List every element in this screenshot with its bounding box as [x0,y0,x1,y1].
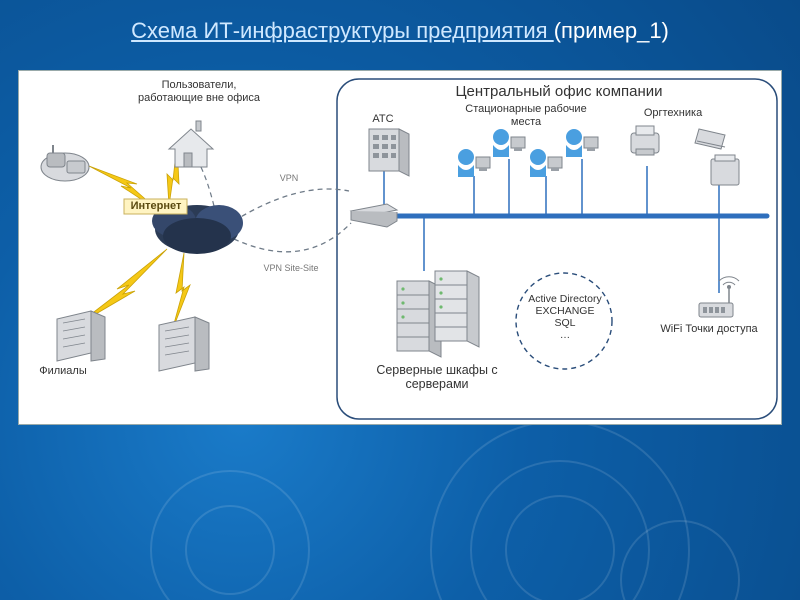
title-suffix: (пример_1) [554,18,669,43]
workstation-1-icon [458,149,490,177]
server-rack-1-icon [397,281,441,357]
title-link: Схема ИТ-инфраструктуры предприятия [131,18,554,43]
server-rack-2-icon [435,271,479,347]
router-icon [351,204,397,227]
atc-label: АТС [363,113,403,126]
ad-bubble-label: Active Directory EXCHANGE SQL … [519,293,611,341]
wifi-label: WiFi Точки доступа [649,323,769,336]
remote-users-label: Пользователи, работающие вне офиса [114,79,284,104]
building-left-icon [57,311,105,361]
copier-icon [711,155,739,185]
workstations-label: Стационарные рабочие места [451,103,601,128]
printer-icon [631,126,659,155]
vpn-line-top [234,189,349,221]
network-diagram: Центральный офис компании Пользователи, … [18,70,782,425]
phone-icon [41,145,89,181]
atc-icon [369,129,409,176]
servers-label: Серверные шкафы с серверами [357,363,517,392]
building-right-icon [159,317,209,371]
vpn-bottom-label: VPN Site-Site [251,263,331,273]
internet-label: Интернет [125,200,187,213]
central-office-label: Центральный офис компании [419,83,699,100]
workstation-3-icon [530,149,562,177]
scanner-icon [695,129,725,149]
house-icon [169,121,213,167]
slide-title: Схема ИТ-инфраструктуры предприятия (при… [0,18,800,44]
branches-label: Филиалы [33,365,93,378]
workstation-4-icon [566,129,598,157]
vpn-line-bottom [234,223,351,252]
workstation-2-icon [493,129,525,157]
vpn-top-label: VPN [269,173,309,183]
office-equipment-label: Оргтехника [633,107,713,120]
